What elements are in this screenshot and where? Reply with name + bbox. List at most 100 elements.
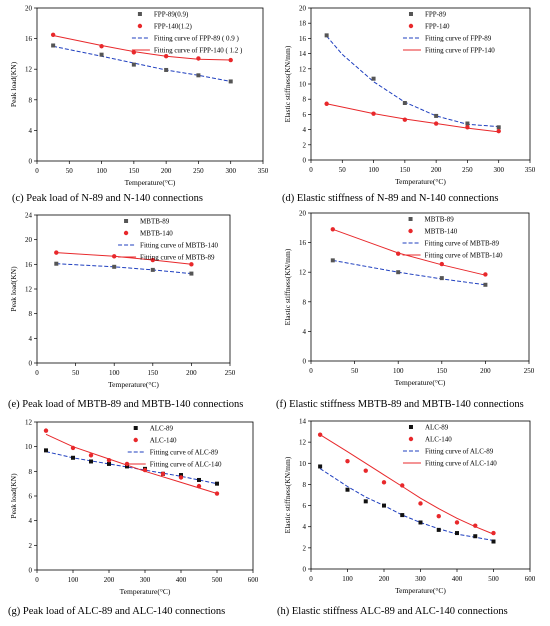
- x-tick-label: 100: [342, 575, 353, 583]
- x-tick-label: 250: [193, 167, 204, 175]
- data-point-square: [131, 62, 136, 67]
- plot-frame: [36, 7, 264, 162]
- x-tick-label: 500: [488, 575, 499, 583]
- y-tick-label: 20: [25, 5, 33, 13]
- y-axis-label: Elastic stiffness(KN/mm): [283, 456, 292, 533]
- y-tick-label: 4: [29, 335, 33, 343]
- y-tick-label: 0: [29, 567, 33, 575]
- data-point-circle: [324, 101, 329, 106]
- x-tick-label: 50: [339, 166, 347, 174]
- data-point-circle: [381, 480, 387, 485]
- data-point-square: [345, 487, 350, 492]
- data-point-circle: [228, 57, 233, 63]
- y-tick-label: 2: [29, 542, 33, 550]
- caption-f: (f) Elastic stiffness MBTB-89 and MBTB-1…: [276, 399, 524, 410]
- data-point-circle: [371, 111, 376, 116]
- data-point-circle: [160, 471, 166, 476]
- x-tick-label: 50: [351, 367, 359, 375]
- y-tick-label: 10: [25, 443, 33, 451]
- y-tick-label: 20: [25, 236, 33, 244]
- x-axis-label: Temperature(°C): [395, 177, 446, 186]
- data-point-square: [89, 459, 93, 464]
- plot-frame: [310, 420, 531, 570]
- chart-panel-1: 0 50 100 150 200 250 300 350 0 2 4 6 8 10 12 14 16 18 20 Te…: [283, 5, 536, 187]
- data-point-circle: [436, 513, 441, 519]
- data-point-circle: [491, 530, 496, 536]
- data-point-square: [434, 113, 439, 118]
- y-tick-label: 6: [29, 493, 33, 501]
- legend-label: FPP-140: [425, 23, 450, 31]
- x-tick-label: 200: [161, 167, 172, 175]
- data-point-circle: [317, 432, 323, 437]
- plot-frame: [310, 7, 531, 161]
- x-tick-label: 200: [186, 369, 197, 377]
- data-point-circle: [473, 523, 478, 528]
- data-point-circle: [150, 257, 155, 263]
- data-point-circle: [400, 483, 405, 488]
- legend-marker-circle: [408, 228, 413, 234]
- x-tick-label: 250: [524, 367, 535, 375]
- data-point-square: [400, 513, 405, 518]
- data-point-circle: [70, 445, 76, 451]
- x-tick-label: 300: [415, 575, 426, 583]
- x-tick-label: 100: [393, 367, 404, 375]
- data-point-circle: [483, 272, 488, 277]
- chart-panel-5: 0 100 200 300 400 500 600 0 2 4 6 8 10 12 14 Temperatur…: [283, 418, 536, 596]
- data-point-circle: [124, 461, 130, 467]
- y-tick-label: 8: [303, 96, 307, 104]
- y-tick-label: 6: [303, 502, 307, 510]
- y-tick-label: 6: [303, 111, 307, 119]
- y-tick-label: 10: [299, 460, 307, 468]
- series-line-3: [319, 434, 494, 535]
- data-point-square: [473, 534, 478, 539]
- x-tick-label: 600: [525, 575, 536, 583]
- data-point-circle: [54, 250, 59, 255]
- legend-marker-square: [124, 219, 129, 223]
- y-tick-label: 12: [25, 419, 33, 427]
- data-point-circle: [396, 251, 401, 256]
- data-point-square: [318, 464, 323, 469]
- caption-d: (d) Elastic stiffness of N-89 and N-140 …: [282, 193, 499, 204]
- data-point-square: [125, 464, 129, 469]
- data-point-square: [164, 67, 169, 72]
- x-tick-label: 50: [72, 369, 80, 377]
- y-axis-label: Elastic stiffness(KN/mm): [283, 248, 292, 325]
- y-tick-label: 16: [25, 261, 33, 269]
- series-line-3: [326, 103, 499, 133]
- data-point-square: [179, 473, 183, 478]
- y-tick-label: 4: [303, 328, 307, 336]
- data-point-square: [197, 477, 201, 482]
- legend-label: Fitting curve of MBTB-140: [140, 242, 218, 250]
- x-tick-label: 300: [225, 167, 236, 175]
- data-point-circle: [178, 475, 184, 480]
- legend-label: MBTB-140: [140, 230, 173, 238]
- y-tick-label: 0: [303, 358, 307, 366]
- y-tick-label: 8: [29, 468, 33, 476]
- data-point-square: [483, 282, 488, 287]
- x-tick-label: 200: [480, 367, 491, 375]
- x-tick-label: 250: [462, 166, 473, 174]
- y-tick-label: 20: [299, 210, 307, 218]
- data-point-square: [228, 79, 233, 84]
- legend-label: MBTB-140: [425, 228, 458, 236]
- data-point-square: [491, 539, 496, 544]
- y-tick-label: 8: [29, 96, 33, 104]
- y-tick-label: 2: [303, 544, 307, 552]
- x-tick-label: 150: [129, 167, 140, 175]
- data-point-square: [51, 43, 56, 48]
- data-point-circle: [43, 428, 49, 433]
- legend-label: MBTB-89: [140, 218, 170, 226]
- y-tick-label: 14: [299, 418, 307, 426]
- y-tick-label: 2: [303, 141, 307, 149]
- x-tick-label: 150: [400, 166, 411, 174]
- legend-label: ALC-89: [150, 425, 174, 433]
- legend-label: Fitting curve of ALC-140: [150, 461, 222, 469]
- y-tick-label: 12: [25, 286, 33, 294]
- x-tick-label: 200: [431, 166, 442, 174]
- legend-marker-square: [133, 426, 138, 430]
- legend-label: Fitting curve of MBTB-140: [425, 252, 503, 260]
- y-tick-label: 0: [29, 158, 33, 166]
- x-tick-label: 0: [309, 575, 313, 583]
- series-line-3: [332, 228, 486, 276]
